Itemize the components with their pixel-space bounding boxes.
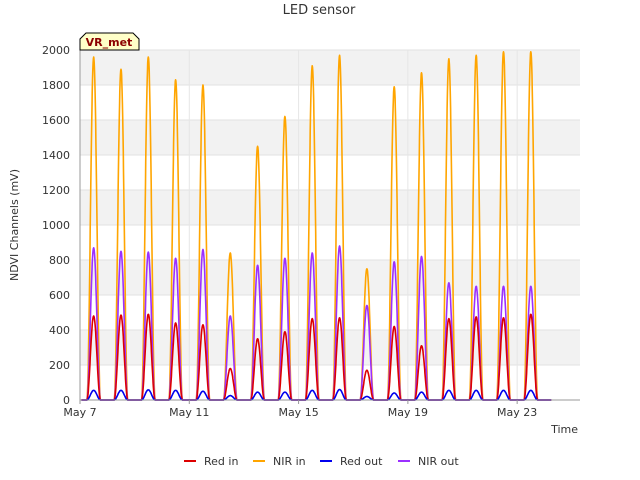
legend-item-red-out: Red out	[320, 455, 383, 468]
legend-label: NIR in	[273, 455, 306, 468]
background-band	[80, 190, 580, 225]
x-tick-label: May 19	[388, 406, 428, 419]
x-tick-label: May 7	[63, 406, 96, 419]
series-line-red-in	[80, 313, 552, 401]
legend-label: NIR out	[418, 455, 459, 468]
background-band	[80, 50, 580, 85]
y-tick-label: 400	[49, 324, 70, 337]
background-bands	[80, 50, 580, 365]
x-tick-label: May 15	[278, 406, 318, 419]
legend: Red in NIR in Red out NIR out	[184, 455, 459, 468]
y-tick-label: 1400	[42, 149, 70, 162]
legend-item-nir-out: NIR out	[398, 455, 459, 468]
x-tick-label: May 23	[497, 406, 537, 419]
series-layer	[80, 51, 552, 401]
background-band	[80, 330, 580, 365]
x-tick-labels: May 7 May 11 May 15 May 19 May 23	[63, 400, 537, 419]
y-tick-label: 1000	[42, 219, 70, 232]
y-tick-label: 1200	[42, 184, 70, 197]
legend-item-red-in: Red in	[184, 455, 238, 468]
y-tick-label: 800	[49, 254, 70, 267]
y-tick-label: 1600	[42, 114, 70, 127]
y-tick-label: 2000	[42, 44, 70, 57]
badge-label: VR_met	[86, 36, 133, 49]
background-band	[80, 120, 580, 155]
y-tick-label: 0	[63, 394, 70, 407]
series-line-nir-in	[80, 51, 552, 401]
background-band	[80, 260, 580, 295]
y-tick-labels: 0 200 400 600 800 1000 1200 1400 1600 1800 2000	[42, 44, 70, 407]
x-axis-label: Time	[550, 423, 578, 436]
chart-title: LED sensor	[283, 3, 356, 18]
x-tick-label: May 11	[169, 406, 209, 419]
y-tick-label: 600	[49, 289, 70, 302]
axes	[79, 50, 580, 401]
legend-label: Red in	[204, 455, 238, 468]
legend-item-nir-in: NIR in	[253, 455, 306, 468]
series-line-red-out	[80, 388, 552, 401]
y-tick-label: 1800	[42, 79, 70, 92]
badge-shape	[79, 32, 140, 51]
legend-label: Red out	[340, 455, 383, 468]
y-tick-label: 200	[49, 359, 70, 372]
station-badge: VR_met	[79, 32, 140, 51]
y-axis-label: NDVI Channels (mV)	[8, 169, 21, 281]
